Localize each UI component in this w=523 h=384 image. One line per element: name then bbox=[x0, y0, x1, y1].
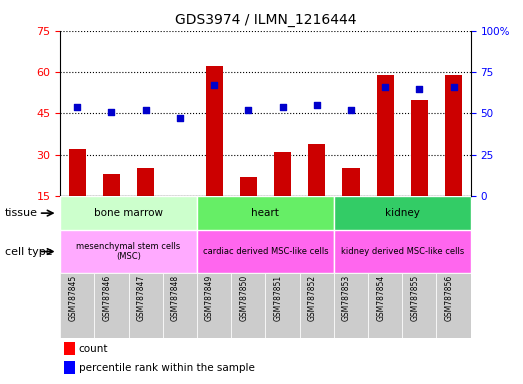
Bar bbox=[402, 273, 437, 338]
Bar bbox=[308, 144, 325, 237]
Text: GSM787849: GSM787849 bbox=[205, 275, 214, 321]
Bar bbox=[300, 273, 334, 338]
Point bbox=[107, 109, 116, 115]
Text: tissue: tissue bbox=[5, 208, 38, 218]
Bar bbox=[94, 273, 129, 338]
Bar bbox=[60, 273, 94, 338]
Bar bbox=[334, 230, 471, 273]
Bar bbox=[274, 152, 291, 237]
Bar bbox=[64, 361, 74, 374]
Bar bbox=[240, 177, 257, 237]
Bar bbox=[266, 273, 300, 338]
Bar bbox=[197, 196, 334, 230]
Bar bbox=[411, 99, 428, 237]
Bar bbox=[172, 196, 188, 237]
Bar bbox=[206, 66, 223, 237]
Bar bbox=[64, 342, 74, 355]
Bar bbox=[334, 273, 368, 338]
Text: GSM787845: GSM787845 bbox=[68, 275, 77, 321]
Text: GSM787855: GSM787855 bbox=[411, 275, 419, 321]
Bar bbox=[69, 149, 86, 237]
Title: GDS3974 / ILMN_1216444: GDS3974 / ILMN_1216444 bbox=[175, 13, 356, 27]
Text: GSM787852: GSM787852 bbox=[308, 275, 317, 321]
Bar bbox=[197, 230, 334, 273]
Bar bbox=[231, 273, 266, 338]
Bar bbox=[445, 75, 462, 237]
Bar bbox=[377, 75, 394, 237]
Bar bbox=[60, 196, 197, 230]
Bar bbox=[437, 273, 471, 338]
Bar bbox=[137, 168, 154, 237]
Bar bbox=[163, 273, 197, 338]
Bar bbox=[368, 273, 402, 338]
Bar bbox=[129, 273, 163, 338]
Text: mesenchymal stem cells
(MSC): mesenchymal stem cells (MSC) bbox=[76, 242, 180, 261]
Text: GSM787850: GSM787850 bbox=[240, 275, 248, 321]
Text: GSM787847: GSM787847 bbox=[137, 275, 146, 321]
Text: GSM787846: GSM787846 bbox=[103, 275, 111, 321]
Point bbox=[449, 84, 458, 90]
Bar bbox=[334, 196, 471, 230]
Point bbox=[244, 107, 253, 113]
Text: GSM787851: GSM787851 bbox=[274, 275, 282, 321]
Bar bbox=[60, 230, 197, 273]
Text: kidney: kidney bbox=[385, 208, 420, 218]
Bar bbox=[343, 168, 359, 237]
Point bbox=[142, 107, 150, 113]
Text: kidney derived MSC-like cells: kidney derived MSC-like cells bbox=[340, 247, 464, 256]
Point bbox=[347, 107, 355, 113]
Text: GSM787848: GSM787848 bbox=[171, 275, 180, 321]
Point bbox=[73, 104, 82, 110]
Text: count: count bbox=[78, 344, 108, 354]
Text: cell type: cell type bbox=[5, 247, 53, 257]
Point bbox=[415, 85, 424, 91]
Text: percentile rank within the sample: percentile rank within the sample bbox=[78, 363, 255, 373]
Text: GSM787856: GSM787856 bbox=[445, 275, 453, 321]
Point bbox=[313, 102, 321, 108]
Text: GSM787854: GSM787854 bbox=[376, 275, 385, 321]
Text: bone marrow: bone marrow bbox=[94, 208, 163, 218]
Bar bbox=[103, 174, 120, 237]
Point bbox=[381, 84, 389, 90]
Bar bbox=[197, 273, 231, 338]
Text: heart: heart bbox=[252, 208, 279, 218]
Point bbox=[278, 104, 287, 110]
Text: GSM787853: GSM787853 bbox=[342, 275, 351, 321]
Text: cardiac derived MSC-like cells: cardiac derived MSC-like cells bbox=[202, 247, 328, 256]
Point bbox=[210, 82, 218, 88]
Point bbox=[176, 115, 184, 121]
